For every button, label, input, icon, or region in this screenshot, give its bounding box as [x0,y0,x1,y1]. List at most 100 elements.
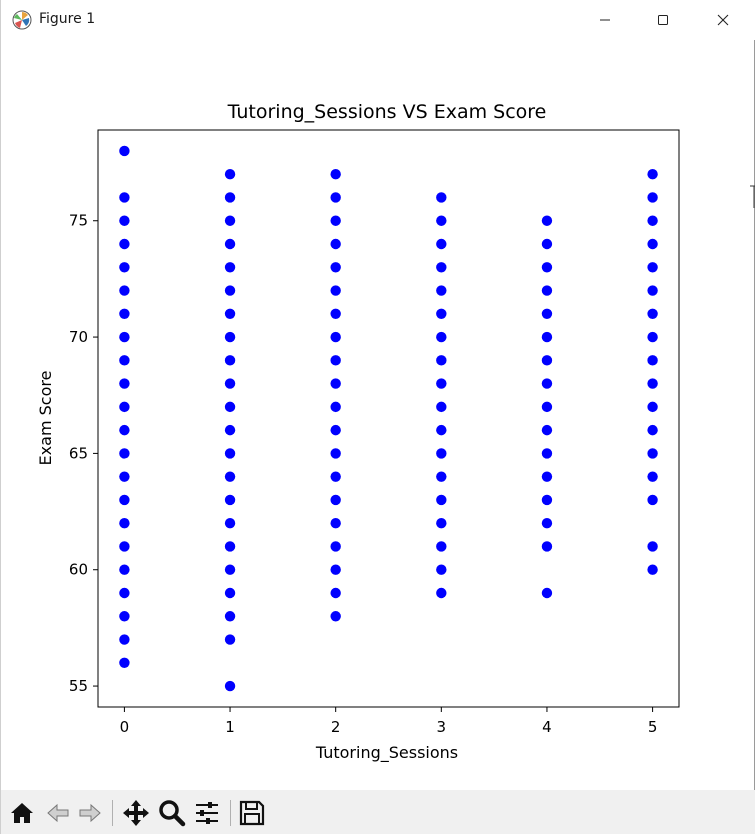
scatter-point [541,448,553,459]
scatter-point [541,401,553,413]
close-button[interactable] [694,0,752,40]
pan-button[interactable] [121,798,151,828]
scatter-point [436,285,447,296]
scatter-point [119,657,130,668]
scatter-point [647,494,658,506]
figure-canvas[interactable]: Tutoring_Sessions VS Exam Score Tutoring… [1,40,755,790]
scatter-point [647,308,658,320]
forward-button[interactable] [75,798,105,828]
y-tick-label: 65 [69,444,88,462]
scatter-point [119,587,130,599]
scatter-point [436,541,447,552]
scatter-point [647,471,658,482]
scatter-point [330,424,341,436]
x-tick-label: 1 [225,718,235,736]
configure-subplots-icon [196,802,218,824]
scatter-point [436,471,447,482]
title-bar[interactable]: Figure 1 [1,0,755,40]
scatter-point [119,238,130,250]
scatter-point [119,517,130,529]
back-button[interactable] [43,798,73,828]
scatter-point [119,634,130,645]
scatter-points [119,145,658,692]
zoom-button[interactable] [157,798,187,828]
scatter-point [119,215,130,226]
x-tick-label: 5 [648,718,658,736]
scatter-point [647,169,658,180]
scatter-point [436,494,447,506]
scatter-point [647,401,658,413]
scatter-point [541,285,553,296]
configure-subplots-button[interactable] [192,798,222,828]
scatter-point [436,192,447,203]
scatter-point [224,331,236,343]
save-button[interactable] [237,798,267,828]
scatter-point [119,308,130,320]
scatter-point [224,634,236,645]
scatter-point [330,471,341,482]
zoom-icon [159,800,186,827]
scatter-point [224,285,236,296]
scatter-point [541,355,553,366]
scatter-point [647,262,658,273]
scatter-point [436,215,447,226]
maximize-button[interactable] [634,0,692,40]
scatter-point [224,192,236,203]
scatter-point [224,401,236,413]
y-tick-label: 60 [69,561,88,579]
y-tick-label: 55 [69,677,88,695]
forward-icon [79,803,101,823]
save-icon [239,800,265,826]
scatter-point [119,611,130,622]
scatter-chart: Tutoring_Sessions VS Exam Score Tutoring… [36,101,680,763]
scatter-point [541,308,553,320]
scatter-point [330,611,341,622]
scatter-point [330,192,341,203]
scatter-point [119,145,130,157]
scatter-point [647,331,658,343]
scatter-point [647,285,658,296]
scatter-point [224,424,236,436]
scatter-point [330,262,341,273]
scatter-point [224,169,236,180]
scatter-point [224,611,236,622]
matplotlib-logo-icon [11,9,33,31]
scatter-point [436,308,447,320]
scatter-point [541,262,553,273]
scatter-point [119,285,130,296]
scatter-point [330,238,341,250]
scatter-point [224,355,236,366]
scatter-point [119,424,130,436]
scatter-point [224,541,236,552]
toolbar-separator [112,800,113,826]
scatter-point [541,215,553,226]
scatter-point [647,238,658,250]
scatter-point [541,424,553,436]
scatter-point [436,401,447,413]
x-axis-ticks: 0 1 2 3 4 5 [120,707,658,736]
scatter-point [647,448,658,459]
scatter-point [541,541,553,552]
scatter-point [330,355,341,366]
scatter-point [541,238,553,250]
scatter-point [330,517,341,529]
scatter-point [436,262,447,273]
scatter-point [119,262,130,273]
scatter-point [647,564,658,575]
back-icon [47,803,69,823]
y-tick-label: 70 [69,328,88,346]
scatter-point [330,169,341,180]
scatter-point [541,517,553,529]
scatter-point [119,564,130,575]
scatter-point [436,424,447,436]
scatter-point [119,541,130,552]
scatter-point [330,494,341,506]
x-tick-label: 3 [437,718,447,736]
scatter-point [436,564,447,575]
home-button[interactable] [7,798,37,828]
minimize-button[interactable] [576,0,634,40]
scatter-point [119,192,130,203]
navigation-toolbar [1,790,755,834]
y-axis-ticks: 55 60 65 70 75 [69,212,98,695]
scatter-point [436,355,447,366]
